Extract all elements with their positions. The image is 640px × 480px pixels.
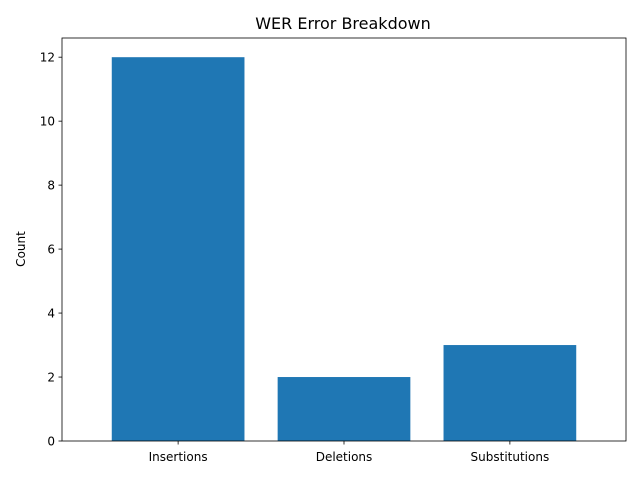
y-axis-label: Count	[14, 231, 28, 267]
y-tick-label: 10	[40, 115, 55, 129]
y-tick-label: 6	[47, 243, 55, 257]
bar-deletions	[277, 377, 411, 441]
y-tick-label: 4	[47, 307, 55, 321]
y-tick-label: 0	[47, 435, 55, 449]
chart-title: WER Error Breakdown	[255, 14, 431, 33]
bar-substitutions	[443, 345, 577, 441]
y-tick-label: 12	[40, 51, 55, 65]
plot-area: 0 2 4 6 8 10 12 Insertions Deletions Substitution…	[40, 37, 627, 464]
x-tick-label-deletions: Deletions	[316, 450, 373, 464]
x-tick-label-insertions: Insertions	[149, 450, 208, 464]
bar-insertions	[111, 57, 245, 441]
y-tick-label: 2	[47, 371, 55, 385]
x-tick-label-substitutions: Substitutions	[471, 450, 550, 464]
y-tick-label: 8	[47, 179, 55, 193]
